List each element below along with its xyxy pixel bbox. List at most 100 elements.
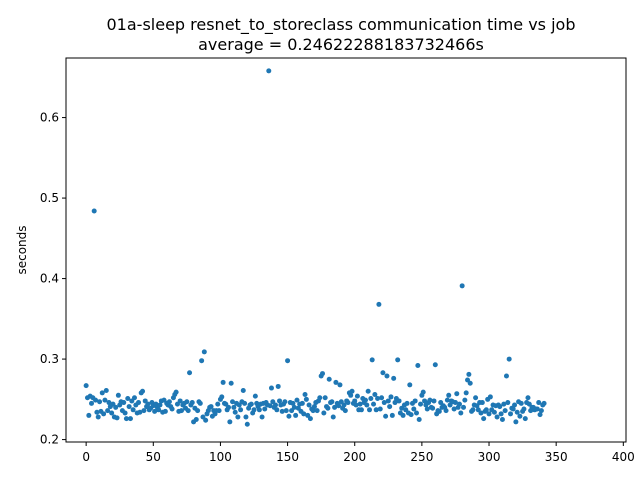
data-point xyxy=(238,407,244,413)
data-point xyxy=(538,408,544,414)
data-point xyxy=(510,406,516,412)
data-point xyxy=(487,394,493,400)
data-point xyxy=(473,395,479,401)
data-point xyxy=(130,407,136,413)
data-point xyxy=(294,397,300,403)
data-point xyxy=(462,397,468,403)
data-point xyxy=(302,392,308,397)
y-axis-label: seconds xyxy=(15,225,29,274)
x-tick-label: 0 xyxy=(82,450,90,464)
data-point xyxy=(317,395,323,401)
data-point xyxy=(273,402,278,408)
data-point xyxy=(499,416,505,422)
data-point xyxy=(266,68,272,74)
data-point xyxy=(452,400,458,406)
data-point xyxy=(379,395,385,401)
data-point xyxy=(299,400,305,406)
data-point xyxy=(267,403,273,409)
data-point xyxy=(283,408,289,414)
data-point xyxy=(376,301,382,307)
data-point xyxy=(127,416,133,422)
x-tick-label: 400 xyxy=(612,450,635,464)
data-point xyxy=(262,406,268,412)
data-point xyxy=(103,387,109,393)
data-point xyxy=(431,398,437,404)
data-point xyxy=(454,391,460,397)
data-point xyxy=(470,407,476,413)
data-point xyxy=(311,404,317,410)
x-tick-label: 300 xyxy=(478,450,501,464)
data-point xyxy=(156,407,162,413)
data-point xyxy=(290,400,296,406)
data-point xyxy=(99,390,105,396)
data-point xyxy=(443,408,449,414)
data-point xyxy=(243,414,249,420)
data-point xyxy=(388,394,394,400)
data-point xyxy=(244,421,250,427)
data-point xyxy=(109,410,115,416)
data-points xyxy=(83,68,547,427)
data-point xyxy=(451,406,457,412)
data-point xyxy=(432,362,438,368)
data-point xyxy=(341,402,347,408)
data-point xyxy=(354,393,360,399)
data-point xyxy=(365,388,371,394)
data-point xyxy=(481,416,487,422)
data-point xyxy=(483,407,489,413)
data-point xyxy=(414,410,419,416)
data-point xyxy=(503,373,509,379)
y-tick-label: 0.5 xyxy=(40,191,59,205)
data-point xyxy=(458,410,464,416)
data-point xyxy=(384,373,390,379)
data-point xyxy=(152,408,158,414)
data-point xyxy=(102,397,108,403)
data-point xyxy=(400,412,406,418)
data-point xyxy=(364,402,370,408)
data-point xyxy=(169,406,175,412)
data-point xyxy=(268,385,274,391)
data-point xyxy=(418,401,424,407)
data-point xyxy=(342,408,348,414)
data-point xyxy=(373,407,379,413)
data-point xyxy=(525,395,531,401)
data-point xyxy=(348,392,354,398)
data-point xyxy=(436,408,442,414)
data-point xyxy=(199,358,205,364)
data-point xyxy=(184,399,190,405)
data-point xyxy=(321,410,327,416)
data-point xyxy=(157,402,163,408)
data-point xyxy=(121,400,127,406)
data-point xyxy=(407,382,413,388)
data-point xyxy=(126,404,132,410)
data-point xyxy=(478,410,484,416)
data-point xyxy=(459,283,465,289)
data-point xyxy=(506,356,512,362)
data-point xyxy=(479,400,485,406)
x-tick-label: 250 xyxy=(410,450,433,464)
data-point xyxy=(537,412,543,418)
data-point xyxy=(122,410,128,416)
data-point xyxy=(177,398,183,404)
data-point xyxy=(113,404,119,410)
data-point xyxy=(381,400,387,406)
data-point xyxy=(178,408,184,414)
data-point xyxy=(125,396,131,402)
data-point xyxy=(534,406,540,412)
data-point xyxy=(512,402,518,408)
data-point xyxy=(497,404,503,410)
data-point xyxy=(252,393,258,399)
data-point xyxy=(216,408,222,414)
data-point xyxy=(508,411,514,417)
data-point xyxy=(352,398,358,404)
data-point xyxy=(375,396,381,402)
data-point xyxy=(505,400,511,406)
data-point xyxy=(514,409,520,415)
data-point xyxy=(173,389,179,395)
data-point xyxy=(326,376,332,382)
data-point xyxy=(536,400,542,406)
data-point xyxy=(303,396,309,402)
data-point xyxy=(412,398,418,404)
data-point xyxy=(322,395,328,401)
data-point xyxy=(235,414,241,420)
